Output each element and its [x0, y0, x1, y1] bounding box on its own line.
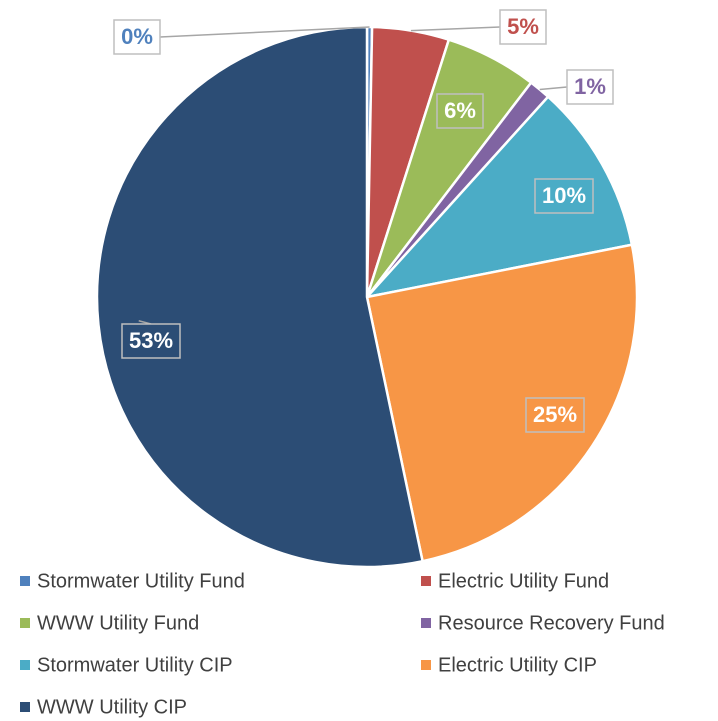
pie-slice [363, 94, 634, 299]
legend-swatch [421, 576, 431, 586]
legend-swatch [20, 702, 30, 712]
data-label: 5% [507, 14, 539, 39]
legend-label: Electric Utility CIP [438, 654, 597, 676]
label-box [534, 178, 594, 214]
legend-label: WWW Utility CIP [37, 696, 187, 718]
pie-slice [365, 243, 639, 563]
legend-swatch [421, 660, 431, 670]
legend-swatch [20, 660, 30, 670]
leader-line [539, 86, 568, 91]
label-box [121, 323, 181, 359]
legend-swatch [421, 618, 431, 628]
data-label: 10% [542, 183, 586, 208]
data-label: 0% [121, 24, 153, 49]
label-box [436, 93, 484, 129]
label-box [566, 69, 614, 105]
pie-slice [95, 25, 425, 569]
legend-label: Electric Utility Fund [438, 570, 609, 592]
label-box [525, 397, 585, 433]
legend-label: Stormwater Utility Fund [37, 570, 245, 592]
legend-label: Stormwater Utility CIP [37, 654, 233, 676]
legend-label: Resource Recovery Fund [438, 612, 665, 634]
data-label: 53% [129, 328, 173, 353]
label-box [499, 9, 547, 45]
leader-line [410, 26, 501, 32]
legend-swatch [20, 576, 30, 586]
label-box [113, 19, 161, 55]
data-label: 1% [574, 74, 606, 99]
leader-line [159, 26, 370, 38]
data-label: 6% [444, 98, 476, 123]
legend-label: WWW Utility Fund [37, 612, 199, 634]
data-label: 25% [533, 402, 577, 427]
legend-swatch [20, 618, 30, 628]
